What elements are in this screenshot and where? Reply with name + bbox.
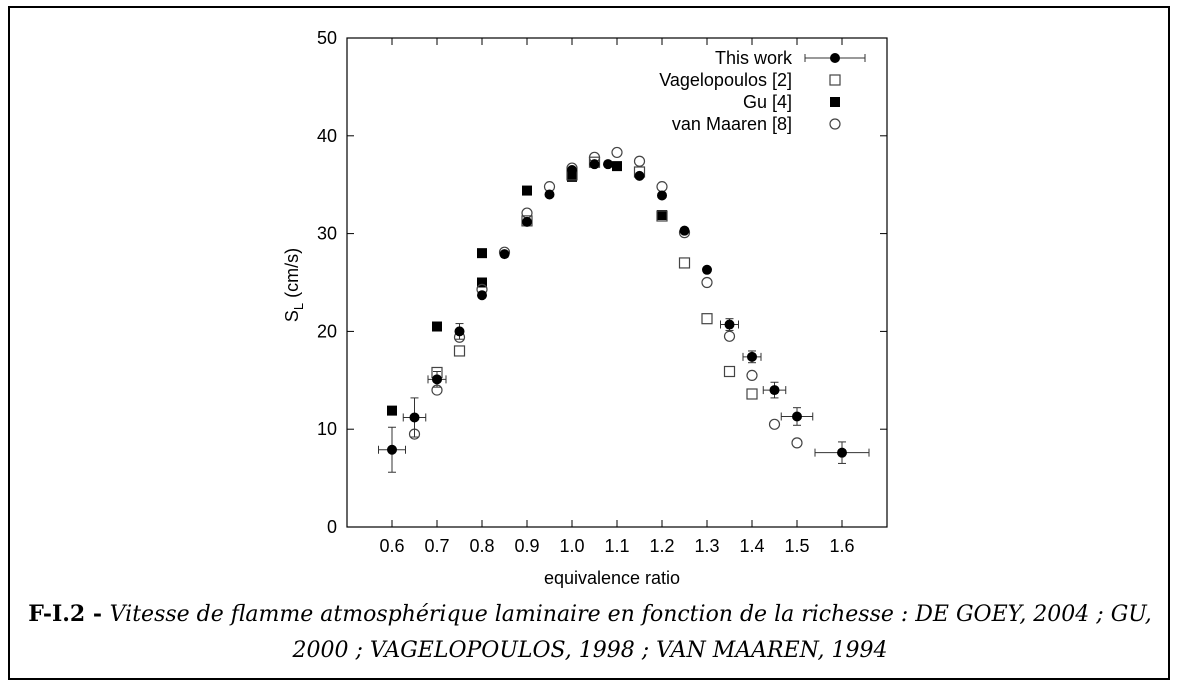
data-point [792, 411, 802, 422]
data-point [679, 225, 690, 236]
data-point [657, 210, 667, 221]
data-point [387, 405, 397, 416]
caption-label: F-I.2 - [28, 601, 110, 627]
y-axis-label-unit: (cm/s) [282, 248, 302, 303]
data-point [657, 190, 667, 201]
data-point [522, 216, 532, 227]
data-point [432, 374, 442, 385]
data-point [769, 385, 780, 396]
data-point [611, 146, 623, 159]
data-point [746, 369, 758, 382]
y-tick-label: 0 [327, 517, 337, 537]
x-tick-label: 0.9 [514, 536, 539, 556]
y-axis-label-main: S [282, 310, 302, 322]
data-point [589, 159, 600, 170]
y-tick-label: 40 [317, 126, 337, 146]
data-point [387, 444, 397, 455]
scatter-plot: 0.6 0.7 0.8 0.9 1.0 1.1 1.2 1.3 1.4 1.5 1.6 0 10 20 30… [282, 28, 888, 588]
data-point [477, 248, 487, 259]
data-point [477, 290, 487, 301]
data-point [409, 412, 420, 423]
data-point [567, 165, 577, 176]
legend-label: van Maaren [8] [672, 114, 792, 134]
data-point [477, 277, 487, 288]
plot-axes: 0.6 0.7 0.8 0.9 1.0 1.1 1.2 1.3 1.4 1.5 1.6 0 10 20 30… [317, 28, 888, 556]
x-tick-label: 0.8 [469, 536, 494, 556]
y-axis-label: SL (cm/s) [282, 248, 306, 322]
data-point [701, 276, 713, 289]
figure-frame [8, 6, 1170, 680]
x-tick-label: 0.7 [424, 536, 449, 556]
x-tick-label: 1.3 [694, 536, 719, 556]
data-point [678, 257, 691, 269]
legend-label: Vagelopoulos [2] [659, 70, 792, 90]
legend-marker [829, 74, 841, 86]
y-tick-label: 30 [317, 224, 337, 244]
data-point [768, 418, 781, 430]
data-point [746, 388, 758, 400]
plot-marks [378, 146, 870, 473]
data-point [723, 365, 736, 378]
data-point [603, 159, 613, 170]
data-point [567, 171, 577, 182]
legend-marker [829, 118, 841, 130]
x-tick-label: 1.1 [604, 536, 629, 556]
data-point [521, 207, 533, 219]
data-point [791, 437, 803, 449]
legend-label: This work [715, 48, 793, 68]
x-tick-label: 1.2 [649, 536, 674, 556]
data-point [701, 313, 713, 325]
data-point [837, 447, 847, 458]
plot-area-border [346, 37, 888, 528]
data-point [432, 321, 442, 332]
x-tick-label: 1.4 [739, 536, 764, 556]
data-point [724, 319, 735, 330]
data-point [499, 249, 510, 260]
figure-caption: F-I.2 - Vitesse de flamme atmosphérique … [10, 596, 1170, 669]
data-point [633, 155, 646, 167]
data-point [454, 326, 465, 337]
series-2 [387, 161, 667, 416]
data-point [522, 185, 532, 196]
data-point [656, 210, 668, 222]
x-tick-label: 1.5 [784, 536, 809, 556]
y-tick-label: 10 [317, 419, 337, 439]
data-point [702, 264, 712, 275]
data-point [612, 161, 622, 172]
y-axis-label-sub: L [291, 303, 306, 310]
data-point [544, 189, 555, 200]
series-0 [378, 159, 870, 473]
data-point [634, 170, 645, 181]
data-point [747, 351, 757, 362]
y-tick-label: 50 [317, 28, 337, 48]
x-tick-label: 1.6 [829, 536, 854, 556]
legend-marker [830, 53, 840, 63]
data-point [723, 330, 736, 342]
series-3 [408, 146, 803, 449]
legend-marker [830, 97, 840, 107]
data-point [453, 345, 466, 357]
y-tick-label: 20 [317, 321, 337, 341]
x-axis-label: equivalence ratio [544, 568, 680, 588]
data-point [656, 181, 668, 193]
legend-label: Gu [4] [743, 92, 792, 112]
x-tick-label: 0.6 [379, 536, 404, 556]
x-tick-label: 1.0 [559, 536, 584, 556]
caption-text: Vitesse de flamme atmosphérique laminair… [109, 602, 1152, 663]
